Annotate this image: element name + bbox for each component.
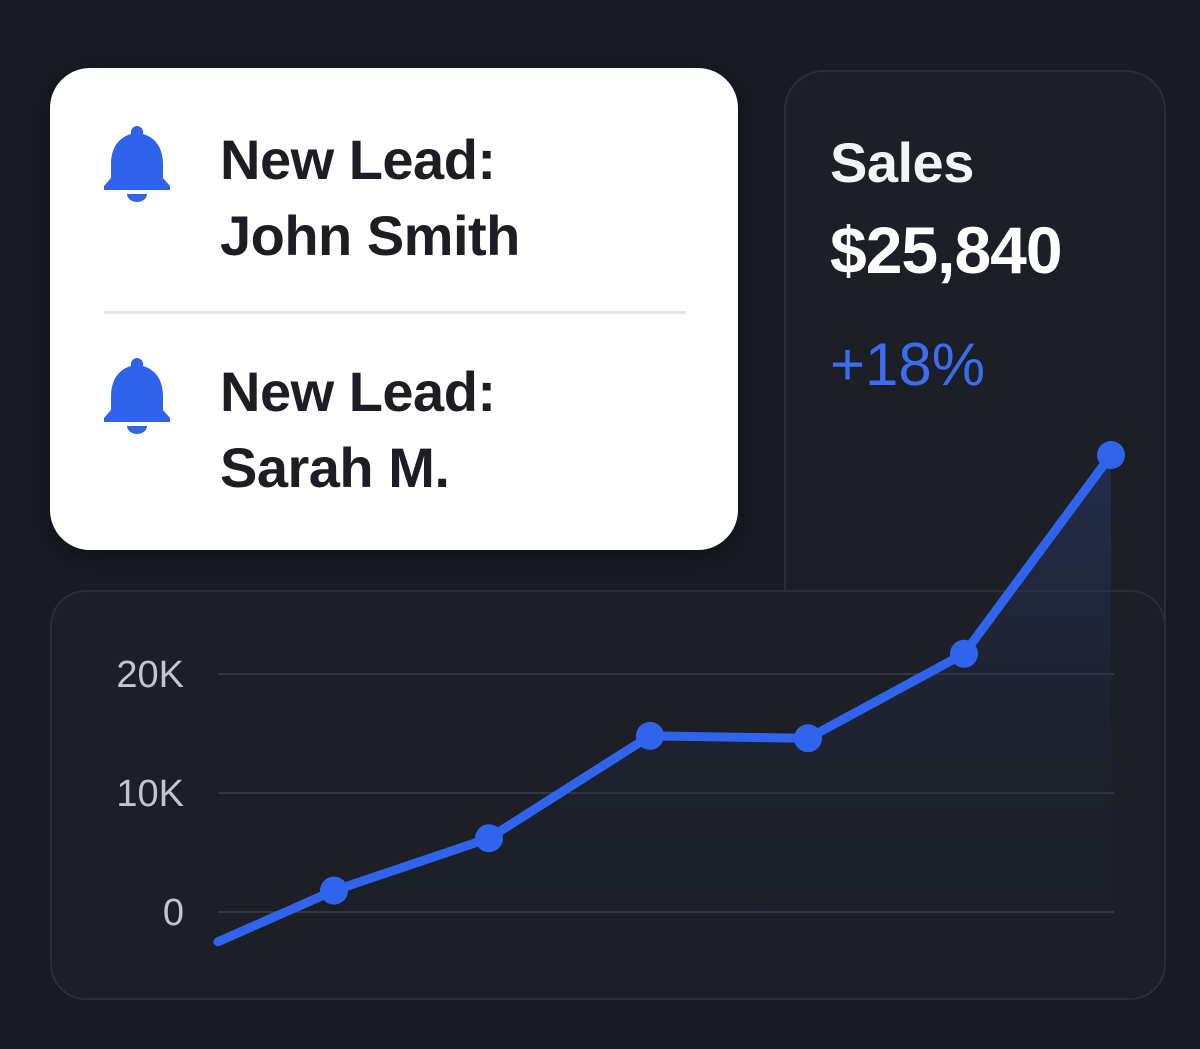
y-tick-label: 10K <box>116 773 184 815</box>
bell-icon <box>104 126 170 202</box>
data-point[interactable] <box>794 724 822 753</box>
data-point[interactable] <box>475 824 503 853</box>
bell-icon <box>104 358 170 434</box>
area-fill <box>218 455 1111 942</box>
notification-title: New Lead: <box>220 128 496 191</box>
data-point[interactable] <box>950 639 978 668</box>
notification-divider <box>104 311 686 314</box>
notification-item[interactable]: New Lead: Sarah M. <box>50 300 738 500</box>
sales-value: $25,840 <box>830 213 1063 287</box>
sales-title: Sales <box>830 131 974 194</box>
notification-text: New Lead: John Smith <box>220 122 520 274</box>
notification-item[interactable]: New Lead: John Smith <box>50 68 738 268</box>
data-point[interactable] <box>1097 441 1125 470</box>
notification-text: New Lead: Sarah M. <box>220 354 496 506</box>
y-tick-label: 0 <box>163 892 184 934</box>
sales-change-percent: +18% <box>830 331 986 398</box>
notification-lead-name: John Smith <box>220 204 520 267</box>
y-tick-label: 20K <box>116 654 184 696</box>
notifications-card: New Lead: John Smith New Lead: Sarah M. <box>50 68 738 550</box>
data-point[interactable] <box>320 876 348 905</box>
notification-lead-name: Sarah M. <box>220 436 450 499</box>
notification-title: New Lead: <box>220 360 496 423</box>
data-point[interactable] <box>636 721 664 750</box>
